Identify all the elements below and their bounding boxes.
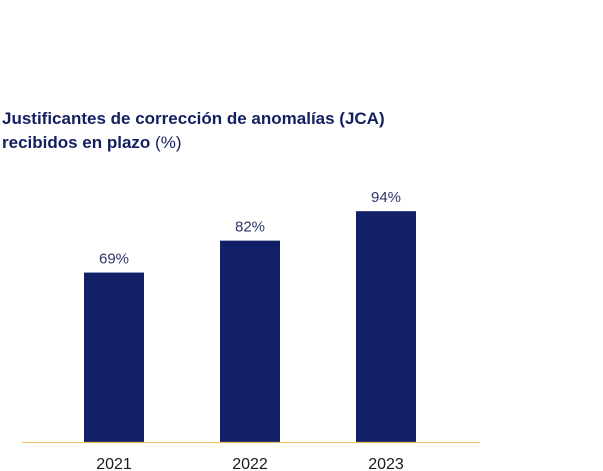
chart-title-line-1: Justificantes de corrección de anomalías… bbox=[2, 109, 385, 128]
chart-title-unit: (%) bbox=[155, 133, 182, 152]
chart-title: Justificantes de corrección de anomalías… bbox=[2, 107, 562, 155]
data-label-2021: 69% bbox=[99, 251, 129, 268]
x-tick-label-2022: 2022 bbox=[232, 456, 268, 471]
bar-2023 bbox=[356, 211, 416, 442]
data-label-2022: 82% bbox=[235, 219, 265, 236]
chart-title-line-2: recibidos en plazo bbox=[2, 133, 151, 152]
bar-2021 bbox=[84, 272, 144, 442]
bar-2022 bbox=[220, 240, 280, 442]
x-tick-label-2023: 2023 bbox=[368, 456, 404, 471]
x-tick-label-2021: 2021 bbox=[96, 456, 132, 471]
data-label-2023: 94% bbox=[371, 189, 401, 206]
